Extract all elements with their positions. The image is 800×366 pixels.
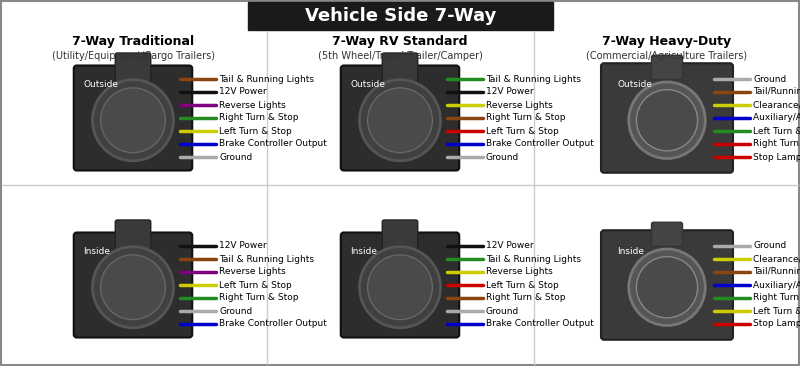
Text: Vehicle Side 7-Way: Vehicle Side 7-Way xyxy=(305,7,496,25)
Text: Right Turn & Stop: Right Turn & Stop xyxy=(219,113,298,123)
Text: Reverse Lights: Reverse Lights xyxy=(486,101,553,109)
Text: 7-Way RV Standard: 7-Way RV Standard xyxy=(332,36,468,49)
Text: (Utility/Equipment/Cargo Trailers): (Utility/Equipment/Cargo Trailers) xyxy=(51,51,214,61)
FancyBboxPatch shape xyxy=(651,222,682,246)
Text: Right Turn & Stop: Right Turn & Stop xyxy=(486,294,566,303)
Text: Clearance/Side Markers: Clearance/Side Markers xyxy=(753,254,800,264)
Text: Clearance/Side Markers: Clearance/Side Markers xyxy=(753,101,800,109)
Text: Ground: Ground xyxy=(486,153,519,161)
Text: Outside: Outside xyxy=(83,80,118,89)
Text: Inside: Inside xyxy=(83,247,110,256)
FancyBboxPatch shape xyxy=(601,63,733,173)
Text: Left Turn & Hazard: Left Turn & Hazard xyxy=(753,127,800,135)
Text: Brake Controller Output: Brake Controller Output xyxy=(219,320,327,329)
Bar xyxy=(248,2,553,30)
Circle shape xyxy=(93,80,174,161)
Text: Left Turn & Stop: Left Turn & Stop xyxy=(486,127,558,135)
Circle shape xyxy=(368,88,432,153)
FancyBboxPatch shape xyxy=(382,53,418,84)
Circle shape xyxy=(101,88,166,153)
Text: 12V Power: 12V Power xyxy=(486,242,534,250)
Text: Reverse Lights: Reverse Lights xyxy=(219,101,286,109)
Text: 12V Power: 12V Power xyxy=(219,242,266,250)
Text: Ground: Ground xyxy=(753,75,786,83)
Text: Ground: Ground xyxy=(219,153,252,161)
Text: Left Turn & Stop: Left Turn & Stop xyxy=(486,280,558,290)
FancyBboxPatch shape xyxy=(651,55,682,79)
Text: Inside: Inside xyxy=(618,247,645,256)
FancyBboxPatch shape xyxy=(74,66,192,171)
Text: Auxiliary/ABS Power: Auxiliary/ABS Power xyxy=(753,113,800,123)
Text: Tail/Running Lights: Tail/Running Lights xyxy=(753,87,800,97)
Text: (5th Wheel/Travel Trailer/Camper): (5th Wheel/Travel Trailer/Camper) xyxy=(318,51,482,61)
Text: 12V Power: 12V Power xyxy=(486,87,534,97)
Text: Stop Lamps: Stop Lamps xyxy=(753,153,800,161)
Text: Right Turn & Hazard: Right Turn & Hazard xyxy=(753,139,800,149)
Text: Brake Controller Output: Brake Controller Output xyxy=(486,139,594,149)
Text: Stop Lamps: Stop Lamps xyxy=(753,320,800,329)
Text: Ground: Ground xyxy=(219,306,252,315)
Text: Right Turn & Stop: Right Turn & Stop xyxy=(486,113,566,123)
Text: Reverse Lights: Reverse Lights xyxy=(486,268,553,276)
Text: Tail & Running Lights: Tail & Running Lights xyxy=(219,254,314,264)
FancyBboxPatch shape xyxy=(115,53,150,84)
Circle shape xyxy=(637,90,698,151)
Text: Left Turn & Hazard: Left Turn & Hazard xyxy=(753,306,800,315)
Text: Tail & Running Lights: Tail & Running Lights xyxy=(486,75,581,83)
FancyBboxPatch shape xyxy=(382,220,418,251)
FancyBboxPatch shape xyxy=(341,66,459,171)
Text: Brake Controller Output: Brake Controller Output xyxy=(486,320,594,329)
Text: Tail & Running Lights: Tail & Running Lights xyxy=(486,254,581,264)
FancyBboxPatch shape xyxy=(341,232,459,337)
Circle shape xyxy=(359,247,441,328)
Text: Ground: Ground xyxy=(753,242,786,250)
Text: Ground: Ground xyxy=(486,306,519,315)
Circle shape xyxy=(93,247,174,328)
Text: Tail & Running Lights: Tail & Running Lights xyxy=(219,75,314,83)
Text: Outside: Outside xyxy=(618,80,653,89)
FancyBboxPatch shape xyxy=(601,230,733,340)
Text: Reverse Lights: Reverse Lights xyxy=(219,268,286,276)
Text: Right Turn & Stop: Right Turn & Stop xyxy=(219,294,298,303)
Circle shape xyxy=(359,80,441,161)
Text: 12V Power: 12V Power xyxy=(219,87,266,97)
Text: 7-Way Heavy-Duty: 7-Way Heavy-Duty xyxy=(602,36,731,49)
Circle shape xyxy=(368,255,432,320)
Text: Brake Controller Output: Brake Controller Output xyxy=(219,139,327,149)
FancyBboxPatch shape xyxy=(115,220,150,251)
Text: Left Turn & Stop: Left Turn & Stop xyxy=(219,280,292,290)
Text: 7-Way Traditional: 7-Way Traditional xyxy=(72,36,194,49)
Circle shape xyxy=(629,82,706,158)
Circle shape xyxy=(637,257,698,318)
Circle shape xyxy=(629,249,706,325)
Text: Outside: Outside xyxy=(350,80,386,89)
Text: Inside: Inside xyxy=(350,247,378,256)
Text: Auxiliary/ABS Power: Auxiliary/ABS Power xyxy=(753,280,800,290)
Text: Right Turn & Hazard: Right Turn & Hazard xyxy=(753,294,800,303)
FancyBboxPatch shape xyxy=(74,232,192,337)
Circle shape xyxy=(101,255,166,320)
Text: Left Turn & Stop: Left Turn & Stop xyxy=(219,127,292,135)
Text: Tail/Running Lights: Tail/Running Lights xyxy=(753,268,800,276)
Text: (Commercial/Agriculture Trailers): (Commercial/Agriculture Trailers) xyxy=(586,51,747,61)
